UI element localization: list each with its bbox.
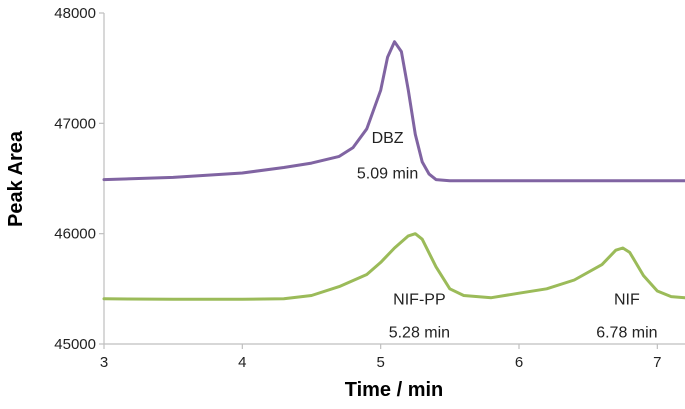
x-tick-label: 6 xyxy=(515,354,523,371)
axes: 3 4 5 6 7 45000 46000 47000 48000 xyxy=(54,5,685,371)
x-tick-label: 5 xyxy=(376,354,384,371)
annotation-layer: DBZ 5.09 min NIF-PP 5.28 min NIF 6.78 min xyxy=(357,130,658,341)
x-tick-label: 4 xyxy=(238,354,246,371)
y-tick-label: 45000 xyxy=(54,336,96,353)
y-tick-label: 47000 xyxy=(54,115,96,132)
x-axis-title: Time / min xyxy=(345,379,444,401)
annotation-dbz-name: DBZ xyxy=(372,130,404,147)
y-axis-title: Peak Area xyxy=(5,130,27,227)
series-2-line xyxy=(102,232,685,301)
annotation-nif-pp-name: NIF-PP xyxy=(393,291,445,308)
series-1-line xyxy=(102,40,685,183)
y-tick-label: 48000 xyxy=(54,5,96,22)
x-tick-label: 3 xyxy=(100,354,108,371)
x-tick-label: 7 xyxy=(653,354,661,371)
annotation-nif-name: NIF xyxy=(614,291,640,308)
series-layer xyxy=(102,40,685,301)
y-tick-label: 46000 xyxy=(54,226,96,243)
annotation-dbz-time: 5.09 min xyxy=(357,166,418,183)
annotation-nif-time: 6.78 min xyxy=(596,324,657,341)
annotation-nif-pp-time: 5.28 min xyxy=(389,324,450,341)
